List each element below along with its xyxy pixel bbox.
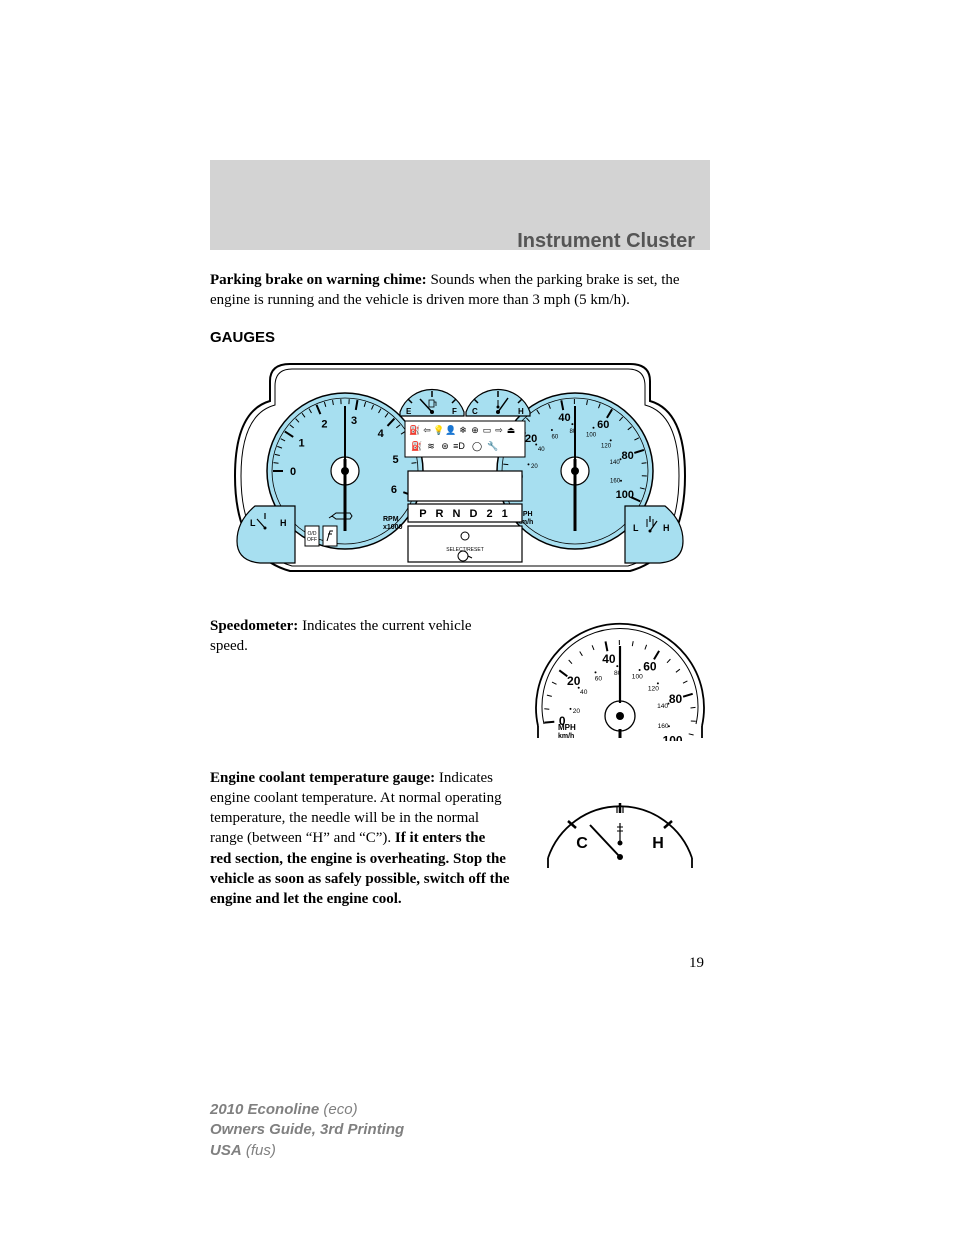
svg-text:3: 3 bbox=[351, 414, 357, 426]
svg-text:140: 140 bbox=[657, 703, 668, 710]
svg-text:100: 100 bbox=[663, 733, 683, 741]
svg-text:C: C bbox=[472, 407, 478, 416]
svg-text:P R N D 2 1: P R N D 2 1 bbox=[419, 508, 511, 520]
svg-text:x1000: x1000 bbox=[383, 524, 403, 531]
svg-text:60: 60 bbox=[595, 675, 603, 682]
svg-text:⏏: ⏏ bbox=[507, 425, 516, 435]
svg-text:160: 160 bbox=[610, 478, 621, 484]
svg-text:4: 4 bbox=[378, 428, 385, 440]
page-title: Instrument Cluster bbox=[210, 230, 710, 253]
footer-model: 2010 Econoline bbox=[210, 1101, 319, 1118]
coolant-bold: Engine coolant temperature gauge: bbox=[210, 770, 435, 786]
svg-text:MPH: MPH bbox=[558, 723, 576, 732]
cluster-illustration: 0123456 RPM x1000 0204060801002040608010… bbox=[230, 356, 690, 591]
coolant-figure: C H bbox=[530, 768, 710, 873]
svg-text:40: 40 bbox=[602, 652, 616, 666]
svg-text:RPM: RPM bbox=[383, 516, 399, 523]
svg-text:SELECT/RESET: SELECT/RESET bbox=[446, 547, 484, 553]
svg-text:5: 5 bbox=[393, 454, 399, 466]
footer-region: USA bbox=[210, 1142, 242, 1159]
svg-text:👤: 👤 bbox=[445, 424, 456, 435]
footer-code1: (eco) bbox=[319, 1101, 357, 1118]
speedometer-figure: 02040608010020406080100120140160 MPH km/… bbox=[530, 616, 710, 746]
svg-text:⛽: ⛽ bbox=[411, 440, 422, 451]
svg-text:F: F bbox=[452, 407, 457, 416]
cluster-svg: 0123456 RPM x1000 0204060801002040608010… bbox=[230, 356, 690, 586]
svg-text:60: 60 bbox=[552, 434, 559, 440]
svg-text:40: 40 bbox=[538, 446, 545, 452]
svg-text:E: E bbox=[406, 407, 412, 416]
svg-text:160: 160 bbox=[658, 723, 669, 730]
gauges-heading: GAUGES bbox=[210, 329, 710, 346]
svg-text:80: 80 bbox=[621, 449, 633, 461]
svg-text:120: 120 bbox=[648, 685, 659, 692]
footer-code2: (fus) bbox=[242, 1142, 276, 1159]
svg-text:1: 1 bbox=[299, 437, 305, 449]
speedo-bold: Speedometer: bbox=[210, 618, 298, 634]
svg-text:140: 140 bbox=[610, 459, 621, 465]
page-content: Parking brake on warning chime: Sounds w… bbox=[210, 270, 710, 931]
svg-text:⊛: ⊛ bbox=[441, 441, 449, 451]
parking-brake-para: Parking brake on warning chime: Sounds w… bbox=[210, 270, 710, 311]
svg-text:≋: ≋ bbox=[427, 441, 435, 451]
svg-text:H: H bbox=[280, 518, 287, 528]
svg-text:L: L bbox=[633, 523, 639, 533]
svg-text:20: 20 bbox=[567, 674, 581, 688]
parking-bold: Parking brake on warning chime: bbox=[210, 272, 427, 288]
svg-text:⇦: ⇦ bbox=[423, 425, 431, 435]
svg-text:❄: ❄ bbox=[459, 425, 467, 435]
svg-text:H: H bbox=[518, 407, 524, 416]
svg-text:0: 0 bbox=[290, 466, 296, 478]
svg-text:⇨: ⇨ bbox=[495, 425, 503, 435]
footer: 2010 Econoline (eco) Owners Guide, 3rd P… bbox=[210, 1100, 404, 1161]
svg-text:≡D: ≡D bbox=[453, 441, 465, 451]
svg-text:20: 20 bbox=[531, 464, 538, 470]
svg-text:⊕: ⊕ bbox=[471, 425, 479, 435]
svg-text:40: 40 bbox=[580, 689, 588, 696]
svg-text:40: 40 bbox=[558, 412, 570, 424]
speedometer-section: Speedometer: Indicates the current vehic… bbox=[210, 616, 710, 746]
svg-text:60: 60 bbox=[597, 418, 609, 430]
svg-text:6: 6 bbox=[391, 483, 397, 495]
svg-text:km/h: km/h bbox=[558, 733, 574, 740]
svg-text:C: C bbox=[576, 835, 588, 852]
svg-text:▭: ▭ bbox=[483, 425, 492, 435]
svg-text:100: 100 bbox=[586, 432, 597, 438]
svg-text:60: 60 bbox=[643, 659, 657, 673]
svg-text:80: 80 bbox=[669, 692, 683, 706]
svg-text:◯: ◯ bbox=[472, 441, 482, 452]
svg-text:OFF: OFF bbox=[307, 537, 317, 543]
svg-text:120: 120 bbox=[601, 443, 612, 449]
svg-text:⛽: ⛽ bbox=[409, 424, 420, 435]
svg-text:🔧: 🔧 bbox=[487, 440, 498, 451]
svg-text:20: 20 bbox=[525, 432, 537, 444]
coolant-section: Engine coolant temperature gauge: Indica… bbox=[210, 768, 710, 910]
svg-text:100: 100 bbox=[616, 489, 634, 501]
svg-text:H: H bbox=[663, 523, 670, 533]
svg-text:L: L bbox=[250, 518, 256, 528]
svg-text:H: H bbox=[652, 835, 664, 852]
svg-text:20: 20 bbox=[573, 707, 581, 714]
svg-text:2: 2 bbox=[321, 418, 327, 430]
svg-text:💡: 💡 bbox=[433, 424, 444, 435]
svg-text:100: 100 bbox=[632, 673, 643, 680]
page-number: 19 bbox=[689, 955, 704, 972]
footer-guide: Owners Guide, 3rd Printing bbox=[210, 1120, 404, 1140]
